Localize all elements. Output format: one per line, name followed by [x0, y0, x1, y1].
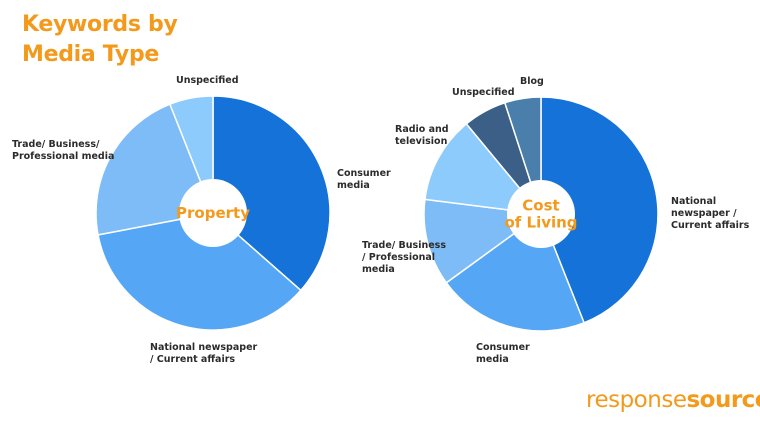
slice-label-national-newspaper-current-affairs: National newspaper / Current affairs — [150, 342, 258, 365]
title-line-1: Keywords by — [22, 12, 178, 37]
donut-chart-2: National newspaper / Current affairs Consum… — [362, 76, 750, 365]
page-title: Keywords by Media Type — [22, 10, 178, 70]
slice-label-consumer-media: Consumer media — [337, 168, 391, 191]
slice-label-unspecified: Unspecified — [452, 87, 515, 98]
slice-national-newspaper-current-affairs — [97, 212, 302, 331]
slice-national-newspaper-current-affairs — [540, 96, 659, 324]
donut-hole — [507, 180, 575, 248]
slice-label-trade-business-professional-media: Trade/ Business / Professional media — [362, 240, 446, 275]
center-label: Property — [176, 204, 250, 222]
slice-label-consumer-media: Consumer media — [476, 342, 530, 365]
brand-logo: responsesource — [586, 387, 760, 413]
center-label: Cost of Living — [504, 197, 577, 232]
brand-part-2: source — [686, 387, 760, 413]
slice-label-unspecified: Unspecified — [176, 75, 239, 86]
slice-label-blog: Blog — [520, 76, 544, 87]
slice-radio-and-television — [424, 122, 543, 215]
title-line-2: Media Type — [22, 42, 160, 67]
slice-label-national-newspaper-current-affairs: National newspaper / Current affairs — [671, 196, 750, 231]
brand-part-1: response — [586, 387, 687, 413]
slice-consumer-media — [212, 95, 331, 292]
slice-label-trade-business-professional-media: Trade/ Business/Professional media — [12, 139, 114, 162]
donut-hole — [179, 179, 247, 247]
donut-chart-1: Consumer media National newspaper / Current… — [12, 75, 391, 365]
slice-label-radio-and-television: Radio and television — [395, 124, 449, 147]
